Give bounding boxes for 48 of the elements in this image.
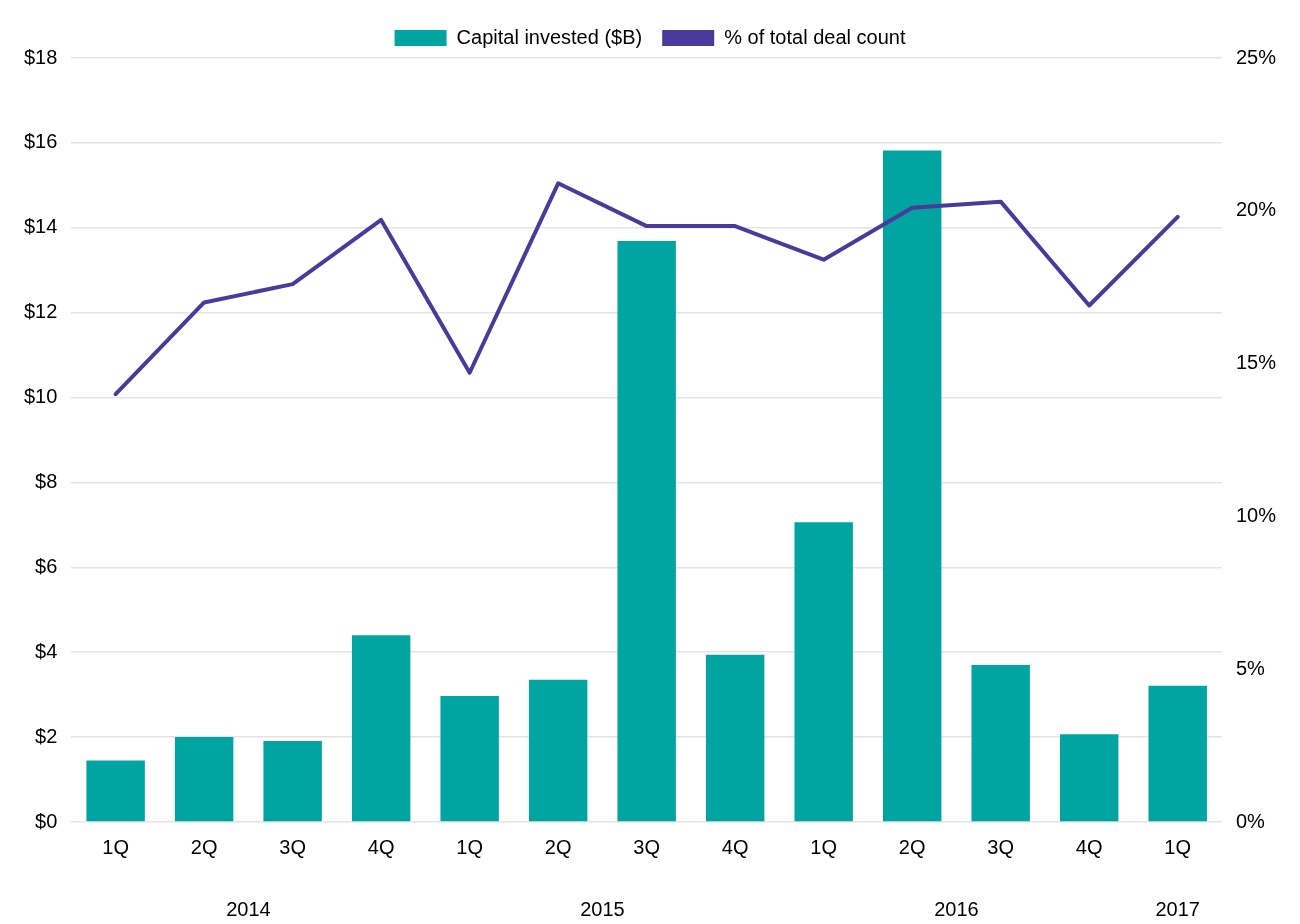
y-tick-label: $8 — [35, 469, 58, 492]
y-tick-label: $14 — [23, 215, 58, 238]
y-tick-label: $6 — [35, 554, 58, 577]
y-tick-label: $12 — [23, 300, 58, 323]
bar — [705, 654, 765, 822]
x-tick-label: 1Q — [810, 835, 838, 858]
x-tick-label: 4Q — [1075, 835, 1103, 858]
y2-tick-label: 0% — [1235, 809, 1266, 832]
y-tick-label: $18 — [23, 45, 58, 68]
y-tick-label: $2 — [35, 724, 58, 747]
y2-tick-label: 20% — [1235, 198, 1277, 221]
x-tick-label: 2Q — [544, 835, 572, 858]
y-tick-label: $10 — [23, 385, 58, 408]
x-tick-label: 4Q — [721, 835, 749, 858]
y-tick-label: $16 — [23, 130, 58, 153]
y-tick-label: $4 — [35, 639, 58, 662]
bar — [86, 760, 145, 822]
bar — [882, 150, 942, 822]
y2-tick-label: 15% — [1235, 351, 1277, 374]
bar — [351, 635, 411, 822]
y2-tick-label: 25% — [1235, 45, 1277, 68]
legend-label: Capital invested ($B) — [456, 25, 643, 48]
text: 2014 — [226, 897, 271, 920]
text: 2016 — [934, 897, 979, 920]
x-tick-label: 1Q — [1164, 835, 1192, 858]
x-tick-label: 1Q — [102, 835, 129, 858]
x-tick-label: 3Q — [987, 835, 1015, 858]
y2-tick-label: 10% — [1235, 503, 1277, 526]
x-tick-label: 3Q — [633, 835, 661, 858]
x-tick-label: 1Q — [456, 835, 483, 858]
text: 2015 — [580, 897, 625, 920]
x-tick-label: 2Q — [898, 835, 926, 858]
bar — [794, 522, 853, 822]
bar — [617, 240, 676, 822]
bar — [528, 679, 588, 822]
legend-label: % of total deal count — [724, 25, 906, 48]
x-tick-label: 4Q — [367, 835, 395, 858]
bar — [440, 695, 499, 822]
x-tick-label: 3Q — [279, 835, 306, 858]
y2-tick-label: 5% — [1235, 656, 1266, 679]
y-tick-label: $0 — [35, 809, 58, 832]
bar — [263, 740, 322, 822]
text: 2017 — [1155, 897, 1200, 920]
bar — [971, 664, 1030, 822]
x-tick-label: 2Q — [190, 835, 218, 858]
bar — [174, 737, 234, 822]
bar — [1060, 734, 1119, 822]
bar — [1148, 685, 1207, 822]
